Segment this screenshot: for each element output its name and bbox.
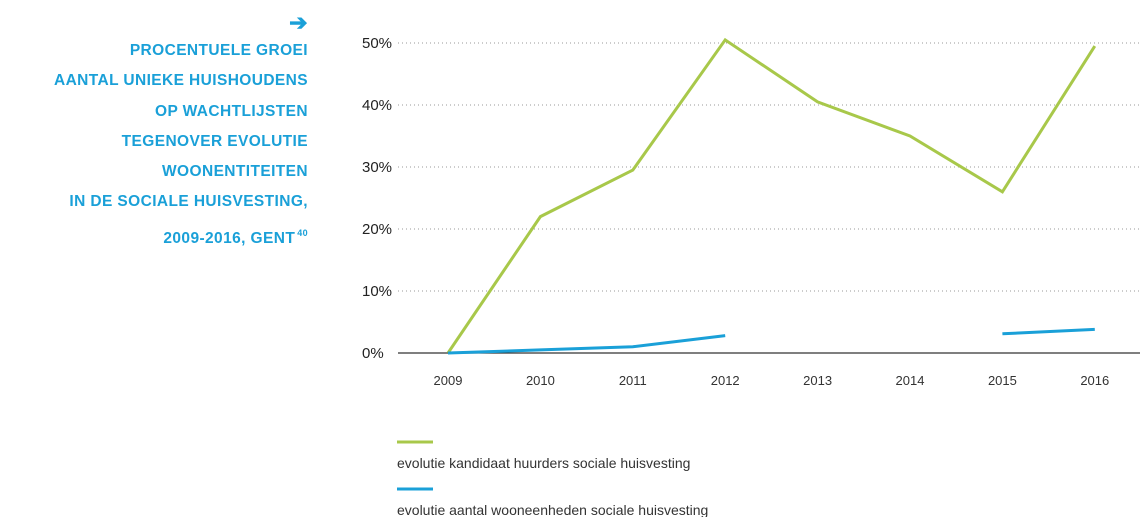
x-tick-label: 2010 [526,373,555,388]
title-line-6: IN DE SOCIALE HUISVESTING, [69,193,308,211]
legend-label-1: evolutie kandidaat huurders sociale huis… [397,455,690,471]
arrow-right-icon: ➔ [289,10,308,35]
title-line-3: OP WACHTLIJSTEN [155,102,308,120]
x-tick-label: 2013 [803,373,832,388]
title-line-5: WOONENTITEITEN [162,163,308,181]
footnote-marker: 40 [297,227,308,238]
y-tick-label: 30% [362,159,392,176]
chart-title: ➔ PROCENTUELE GROEI AANTAL UNIEKE HUISHO… [0,10,308,254]
x-tick-label: 2015 [988,373,1017,388]
title-line-2: AANTAL UNIEKE HUISHOUDENS [54,72,308,90]
x-tick-label: 2009 [434,373,463,388]
title-line-7: 2009-2016, GENT 40 [0,218,308,254]
title-line-7-text: 2009-2016, GENT [163,229,296,247]
title-line-4: TEGENOVER EVOLUTIE [121,132,308,150]
y-tick-label: 10% [362,283,392,300]
series-line-2 [447,334,726,355]
series-line-1 [446,37,1097,354]
x-tick-label: 2012 [711,373,740,388]
y-tick-label: 40% [362,97,392,114]
x-tick-label: 2016 [1080,373,1109,388]
title-line-1: PROCENTUELE GROEI [129,42,308,59]
y-tick-label: 20% [362,221,392,238]
x-tick-label: 2011 [619,373,647,388]
x-tick-label: 2014 [896,373,925,388]
legend-label-2: evolutie aantal wooneenheden sociale hui… [397,502,708,517]
y-tick-label: 50% [362,35,392,52]
series-line-2 [1002,327,1095,336]
y-tick-label: 0% [362,345,384,362]
